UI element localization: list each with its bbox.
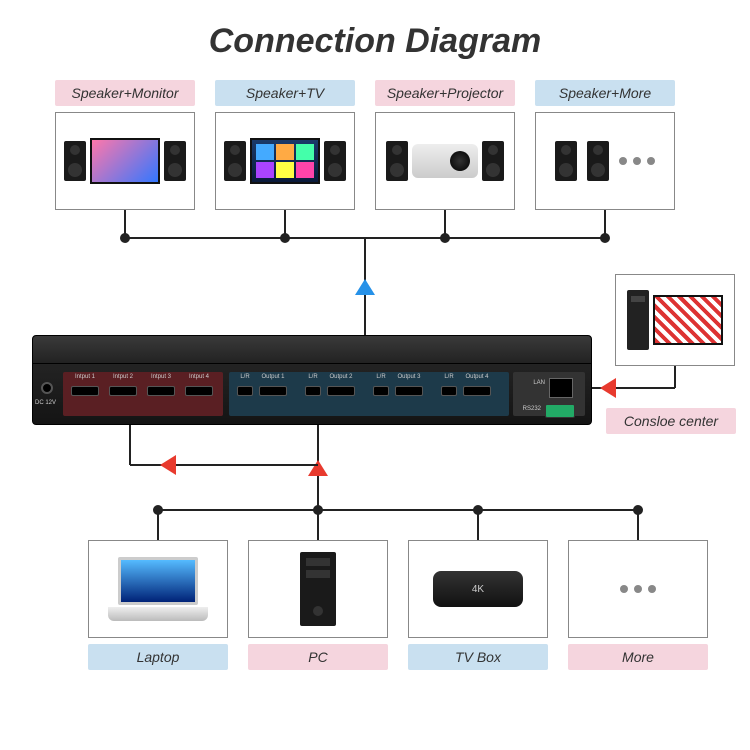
console-drop-line — [674, 366, 676, 388]
input-box — [248, 540, 388, 638]
bus-dot — [313, 505, 323, 515]
output-box — [375, 112, 515, 210]
input-box — [568, 540, 708, 638]
speaker-icon — [482, 141, 504, 181]
dc-label: DC 12V — [35, 400, 56, 406]
monitor-icon — [90, 138, 160, 184]
console-box — [615, 274, 735, 366]
speaker-icon — [64, 141, 86, 181]
port-label: L/R — [373, 374, 389, 380]
page-title: Connection Diagram — [0, 22, 750, 61]
hdmi-output-port — [327, 386, 355, 396]
hdmi-input-port — [109, 386, 137, 396]
laptop-icon — [108, 557, 208, 621]
switch-left-h — [130, 464, 318, 466]
arrow-red-up — [308, 460, 328, 476]
output-box — [55, 112, 195, 210]
output-tag: Speaker+TV — [215, 80, 355, 106]
speaker-icon — [386, 141, 408, 181]
port-label: L/R — [441, 374, 457, 380]
hdmi-input-port — [71, 386, 99, 396]
audio-port — [373, 386, 389, 396]
bus-dot — [473, 505, 483, 515]
port-label: Output 4 — [463, 374, 491, 380]
output-tag: Speaker+Projector — [375, 80, 515, 106]
hdmi-output-port — [395, 386, 423, 396]
lan-port — [549, 378, 573, 398]
console-label: Consloe center — [606, 408, 736, 434]
rs232-label: RS232 — [523, 406, 541, 412]
input-tag: Laptop — [88, 644, 228, 670]
input-box — [88, 540, 228, 638]
dc-power-jack — [41, 382, 53, 394]
more-dots — [620, 585, 656, 593]
port-label: Output 1 — [259, 374, 287, 380]
audio-port — [441, 386, 457, 396]
input-port-group: Intput 1 Intput 2 Intput 3 Intput 4 — [63, 372, 223, 416]
input-box: 4K — [408, 540, 548, 638]
hdmi-input-port — [147, 386, 175, 396]
lan-label: LAN — [533, 380, 545, 386]
arrow-red-left-2 — [160, 455, 176, 475]
speaker-icon — [324, 141, 346, 181]
pc-tower-icon — [300, 552, 336, 626]
bus-dot — [153, 505, 163, 515]
speaker-icon — [164, 141, 186, 181]
output-port-group: L/R Output 1 L/R Output 2 L/R Output 3 L/R Outp… — [229, 372, 509, 416]
speaker-icon — [224, 141, 246, 181]
tvbox-icon: 4K — [433, 571, 523, 607]
port-label: Intput 2 — [109, 374, 137, 380]
port-label: Intput 1 — [71, 374, 99, 380]
ext-port-group: LAN RS232 — [513, 372, 585, 416]
bus-dot — [633, 505, 643, 515]
switch-left-drop — [129, 425, 131, 465]
port-label: Output 3 — [395, 374, 423, 380]
hdmi-output-port — [463, 386, 491, 396]
output-tag: Speaker+Monitor — [55, 80, 195, 106]
switch-panel: DC 12V Intput 1Intput 2Intput 3Intput 4 … — [33, 364, 591, 426]
tv-icon — [250, 138, 320, 184]
hdmi-input-port — [185, 386, 213, 396]
audio-port — [237, 386, 253, 396]
port-label: Intput 3 — [147, 374, 175, 380]
arrow-blue-up — [355, 279, 375, 295]
output-box — [215, 112, 355, 210]
switch-lid — [33, 336, 591, 364]
hdmi-output-port — [259, 386, 287, 396]
rs232-port — [545, 404, 575, 418]
input-tag: TV Box — [408, 644, 548, 670]
input-bus-line — [158, 509, 638, 511]
output-tag: Speaker+More — [535, 80, 675, 106]
audio-port — [305, 386, 321, 396]
projector-icon — [412, 144, 478, 178]
speaker-icon — [555, 141, 577, 181]
hdmi-matrix-switch: DC 12V Intput 1Intput 2Intput 3Intput 4 … — [32, 335, 592, 425]
pc-tower — [627, 290, 649, 350]
more-dots — [619, 157, 655, 165]
monitor — [653, 295, 723, 345]
port-label: L/R — [305, 374, 321, 380]
port-label: Output 2 — [327, 374, 355, 380]
output-box — [535, 112, 675, 210]
arrow-red-left — [600, 378, 616, 398]
input-tag: More — [568, 644, 708, 670]
speaker-icon — [587, 141, 609, 181]
port-label: L/R — [237, 374, 253, 380]
input-tag: PC — [248, 644, 388, 670]
port-label: Intput 4 — [185, 374, 213, 380]
